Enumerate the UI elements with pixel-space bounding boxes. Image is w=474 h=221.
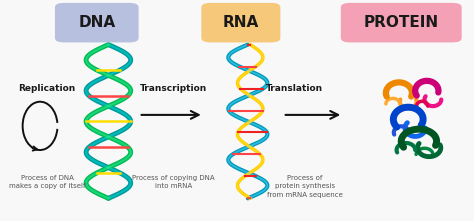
Text: Process of DNA
makes a copy of itself: Process of DNA makes a copy of itself xyxy=(9,175,85,189)
FancyBboxPatch shape xyxy=(341,3,462,42)
Text: PROTEIN: PROTEIN xyxy=(364,15,439,30)
Text: Process of
protein synthesis
from mRNA sequence: Process of protein synthesis from mRNA s… xyxy=(267,175,343,198)
Text: Translation: Translation xyxy=(266,84,323,93)
Text: Transcription: Transcription xyxy=(140,84,207,93)
FancyBboxPatch shape xyxy=(201,3,281,42)
FancyBboxPatch shape xyxy=(55,3,138,42)
Text: Replication: Replication xyxy=(18,84,76,93)
Text: DNA: DNA xyxy=(78,15,115,30)
Text: Process of copying DNA
into mRNA: Process of copying DNA into mRNA xyxy=(132,175,215,189)
Text: RNA: RNA xyxy=(223,15,259,30)
